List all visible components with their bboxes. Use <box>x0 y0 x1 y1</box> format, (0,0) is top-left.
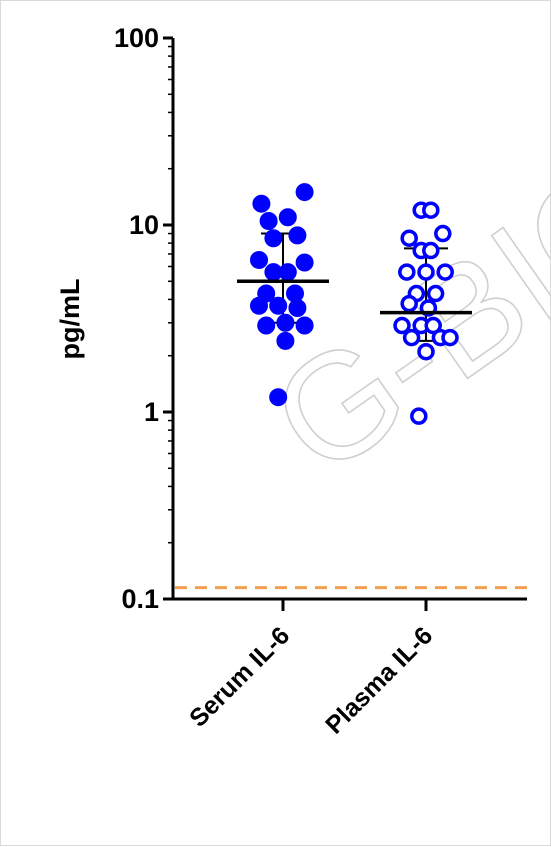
y-tick-label: 10 <box>129 210 159 240</box>
data-point <box>250 296 268 315</box>
data-point <box>295 253 314 272</box>
data-point <box>269 388 288 407</box>
data-points <box>237 183 472 425</box>
data-point <box>276 331 295 350</box>
data-point <box>276 313 295 332</box>
data-point <box>295 316 314 335</box>
y-axis-title: pg/mL <box>55 279 85 360</box>
data-point <box>426 284 445 303</box>
data-point <box>295 183 314 202</box>
data-point <box>250 250 268 269</box>
data-point <box>259 212 278 231</box>
y-tick-label: 100 <box>114 23 159 53</box>
data-point <box>269 296 288 315</box>
data-point <box>288 226 307 245</box>
x-tick-label: Serum IL-6 <box>184 621 295 732</box>
data-point <box>257 316 276 335</box>
data-point <box>252 194 271 213</box>
data-point <box>402 328 421 347</box>
axes <box>163 36 527 611</box>
data-point <box>417 342 435 361</box>
data-point <box>422 241 440 260</box>
data-point <box>278 263 297 282</box>
data-point <box>400 294 418 313</box>
data-point <box>424 316 442 335</box>
data-point <box>264 229 283 248</box>
data-point <box>417 263 435 281</box>
data-point <box>400 229 418 247</box>
data-point <box>436 263 454 281</box>
data-point <box>434 224 452 243</box>
data-point <box>393 316 411 335</box>
x-tick-label: Plasma IL-6 <box>320 621 438 739</box>
data-point <box>278 208 297 227</box>
data-point <box>410 407 428 425</box>
y-tick-label: 0.1 <box>121 584 159 614</box>
y-tick-label: 1 <box>144 397 159 427</box>
data-point <box>422 201 440 219</box>
data-point <box>288 298 307 317</box>
data-point <box>398 263 416 281</box>
data-point <box>441 328 459 347</box>
